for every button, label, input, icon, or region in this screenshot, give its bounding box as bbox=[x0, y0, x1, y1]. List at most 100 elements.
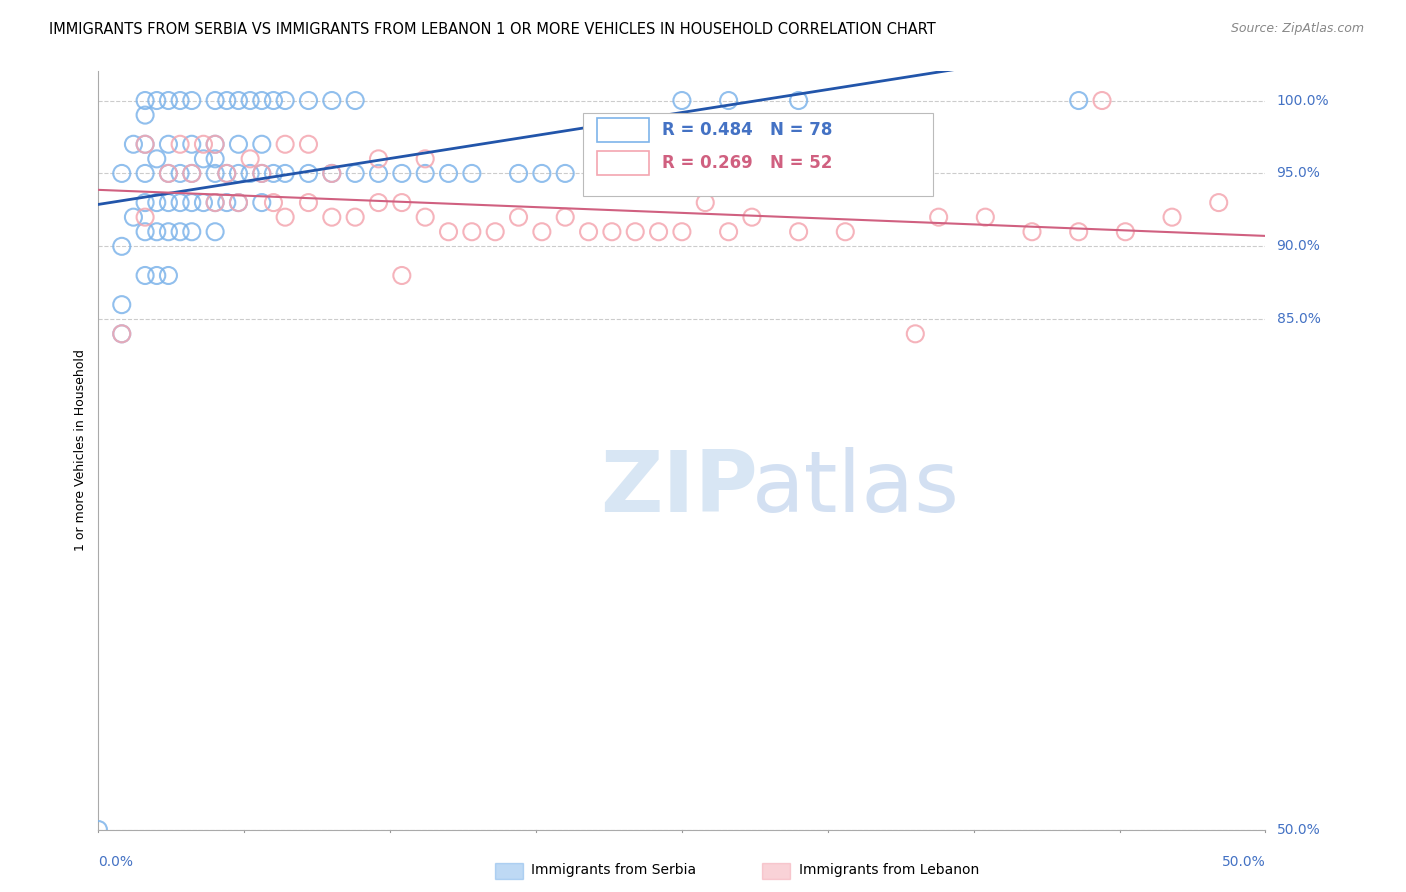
Point bbox=[204, 94, 226, 108]
Y-axis label: 1 or more Vehicles in Household: 1 or more Vehicles in Household bbox=[75, 350, 87, 551]
Point bbox=[157, 166, 180, 180]
Point bbox=[1021, 225, 1043, 239]
Text: atlas: atlas bbox=[752, 447, 960, 530]
Point bbox=[391, 166, 413, 180]
Point bbox=[228, 94, 250, 108]
Point bbox=[437, 166, 460, 180]
Point bbox=[228, 137, 250, 152]
Point bbox=[180, 137, 202, 152]
Point bbox=[413, 152, 436, 166]
Point bbox=[530, 166, 553, 180]
Point bbox=[204, 195, 226, 210]
Point bbox=[169, 225, 191, 239]
Point bbox=[530, 225, 553, 239]
Point bbox=[624, 225, 647, 239]
Point bbox=[1067, 94, 1090, 108]
Point bbox=[228, 195, 250, 210]
Point bbox=[671, 94, 693, 108]
Point bbox=[204, 166, 226, 180]
FancyBboxPatch shape bbox=[596, 118, 650, 142]
Point bbox=[146, 94, 169, 108]
Point bbox=[122, 210, 145, 224]
Text: 0.0%: 0.0% bbox=[98, 855, 134, 869]
Point bbox=[262, 94, 284, 108]
Point bbox=[122, 137, 145, 152]
Point bbox=[134, 137, 156, 152]
Point bbox=[193, 137, 215, 152]
Point bbox=[554, 166, 576, 180]
Point bbox=[111, 326, 134, 341]
Point bbox=[180, 166, 202, 180]
FancyBboxPatch shape bbox=[596, 151, 650, 175]
Point bbox=[204, 225, 226, 239]
Point bbox=[647, 225, 669, 239]
Text: 85.0%: 85.0% bbox=[1277, 312, 1320, 326]
Point bbox=[157, 195, 180, 210]
Point bbox=[578, 225, 600, 239]
Point bbox=[1114, 225, 1136, 239]
Point bbox=[508, 166, 530, 180]
Point bbox=[391, 195, 413, 210]
Text: ZIP: ZIP bbox=[600, 447, 758, 530]
Point bbox=[228, 166, 250, 180]
Point bbox=[169, 195, 191, 210]
Point bbox=[974, 210, 997, 224]
Point bbox=[193, 152, 215, 166]
Point bbox=[250, 166, 273, 180]
Point bbox=[250, 166, 273, 180]
Point bbox=[367, 195, 389, 210]
Point bbox=[180, 166, 202, 180]
Point bbox=[250, 195, 273, 210]
Point bbox=[274, 166, 297, 180]
Point bbox=[134, 137, 156, 152]
Point bbox=[215, 166, 238, 180]
Point bbox=[297, 195, 319, 210]
Point bbox=[157, 225, 180, 239]
Point bbox=[1161, 210, 1184, 224]
Point bbox=[134, 166, 156, 180]
Point bbox=[134, 210, 156, 224]
Point bbox=[228, 195, 250, 210]
Text: Source: ZipAtlas.com: Source: ZipAtlas.com bbox=[1230, 22, 1364, 36]
Point bbox=[787, 94, 810, 108]
Point bbox=[157, 94, 180, 108]
Point bbox=[134, 94, 156, 108]
Point bbox=[215, 166, 238, 180]
Point bbox=[834, 225, 856, 239]
Point bbox=[413, 210, 436, 224]
Point bbox=[157, 268, 180, 283]
Point bbox=[508, 210, 530, 224]
Point bbox=[262, 166, 284, 180]
Text: 50.0%: 50.0% bbox=[1222, 855, 1265, 869]
Point bbox=[391, 268, 413, 283]
Text: 90.0%: 90.0% bbox=[1277, 239, 1320, 253]
Point bbox=[717, 225, 740, 239]
Point bbox=[193, 195, 215, 210]
Point bbox=[111, 326, 134, 341]
Point bbox=[367, 166, 389, 180]
Point bbox=[134, 268, 156, 283]
Point bbox=[297, 166, 319, 180]
Point bbox=[717, 94, 740, 108]
Point bbox=[1067, 225, 1090, 239]
Point bbox=[180, 94, 202, 108]
Text: 100.0%: 100.0% bbox=[1277, 94, 1329, 108]
Point bbox=[87, 822, 110, 837]
Point bbox=[204, 137, 226, 152]
Point bbox=[787, 225, 810, 239]
Point bbox=[157, 137, 180, 152]
Point bbox=[1091, 94, 1114, 108]
Point bbox=[169, 166, 191, 180]
Point bbox=[344, 94, 367, 108]
Point bbox=[111, 166, 134, 180]
Point bbox=[297, 94, 319, 108]
Point bbox=[146, 195, 169, 210]
Point bbox=[367, 152, 389, 166]
Point bbox=[904, 326, 927, 341]
Point bbox=[180, 225, 202, 239]
Point bbox=[239, 94, 262, 108]
Point bbox=[321, 166, 343, 180]
Text: 50.0%: 50.0% bbox=[1277, 822, 1320, 837]
Point bbox=[204, 152, 226, 166]
Point bbox=[250, 137, 273, 152]
